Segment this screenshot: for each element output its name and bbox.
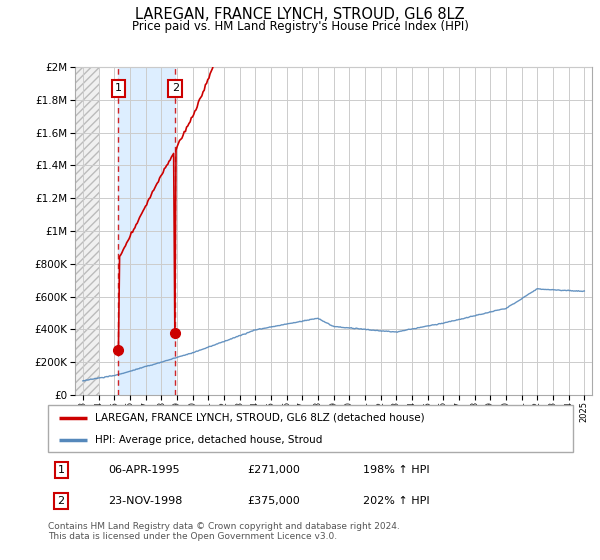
Text: 23-NOV-1998: 23-NOV-1998 (109, 496, 183, 506)
Text: £375,000: £375,000 (248, 496, 300, 506)
Text: Price paid vs. HM Land Registry's House Price Index (HPI): Price paid vs. HM Land Registry's House … (131, 20, 469, 32)
Text: 2: 2 (172, 83, 179, 94)
Text: 202% ↑ HPI: 202% ↑ HPI (363, 496, 430, 506)
Text: £271,000: £271,000 (248, 465, 301, 475)
Text: 1: 1 (58, 465, 65, 475)
Text: 2: 2 (58, 496, 65, 506)
Bar (75, 67, 98, 395)
Text: 1: 1 (115, 83, 122, 94)
Text: 06-APR-1995: 06-APR-1995 (109, 465, 180, 475)
Text: 198% ↑ HPI: 198% ↑ HPI (363, 465, 430, 475)
Text: Contains HM Land Registry data © Crown copyright and database right 2024.
This d: Contains HM Land Registry data © Crown c… (48, 522, 400, 542)
Text: HPI: Average price, detached house, Stroud: HPI: Average price, detached house, Stro… (95, 435, 323, 445)
Text: LAREGAN, FRANCE LYNCH, STROUD, GL6 8LZ: LAREGAN, FRANCE LYNCH, STROUD, GL6 8LZ (135, 7, 465, 22)
Text: LAREGAN, FRANCE LYNCH, STROUD, GL6 8LZ (detached house): LAREGAN, FRANCE LYNCH, STROUD, GL6 8LZ (… (95, 413, 425, 423)
FancyBboxPatch shape (48, 405, 573, 452)
Bar (118, 67, 175, 395)
